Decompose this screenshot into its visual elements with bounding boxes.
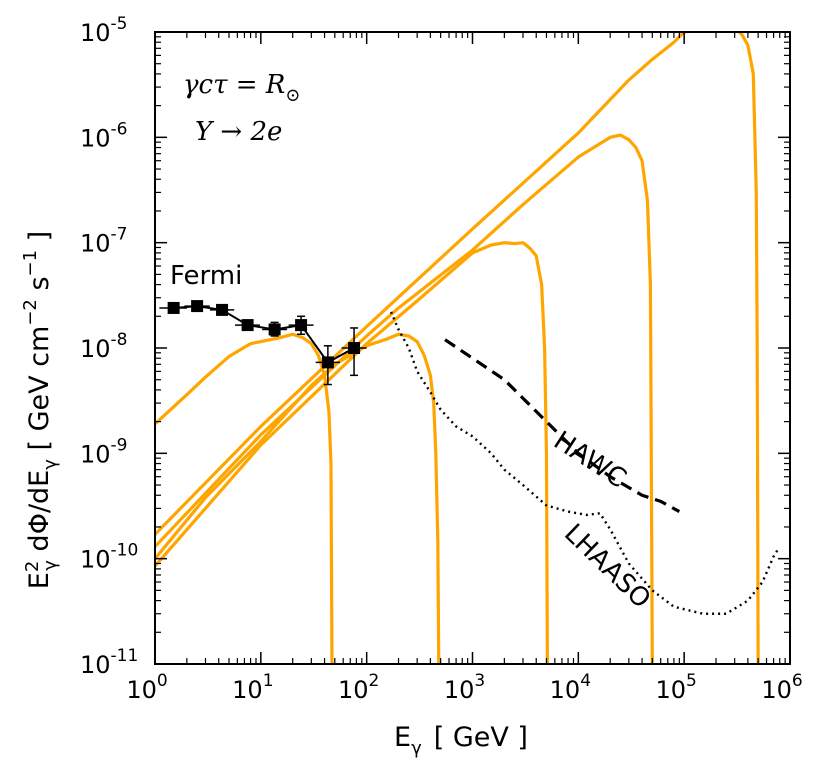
fermi-data-layer	[159, 300, 367, 386]
fermi-point-6	[321, 356, 334, 369]
model-cutoff-5TeV-curve	[155, 241, 549, 664]
y-tick-label-6: 10-5	[80, 14, 128, 47]
model-cutoff-500GeV-curve	[155, 332, 441, 664]
model-cutoff-50GeV-curve	[155, 332, 334, 664]
y-tick-label-5: 10-6	[80, 119, 128, 152]
x-axis-label: Eγ[ GeV ]	[394, 722, 528, 759]
y-tick-label-1: 10-10	[80, 541, 138, 574]
x-tick-label-1: 101	[232, 671, 273, 704]
y-tick-label-0: 10-11	[80, 646, 138, 679]
plot-frame	[154, 31, 791, 665]
y-tick-label-3: 10-8	[80, 330, 128, 363]
x-tick-label-6: 106	[761, 671, 802, 704]
fermi-point-4	[268, 323, 281, 336]
fermi-point-2	[216, 303, 229, 316]
tick-label-layer: 100 101 102 103 104 105 106 10-11 10-10 10-9 10-8 1…	[80, 14, 803, 704]
fermi-point-0	[167, 301, 180, 314]
fermi-point-5	[295, 319, 308, 332]
x-tick-label-2: 102	[338, 671, 379, 704]
x-tick-label-0: 100	[126, 671, 167, 704]
x-tick-label-5: 105	[655, 671, 696, 704]
model-cutoff-50TeV-curve	[155, 133, 654, 664]
y-tick-label-2: 10-9	[80, 435, 128, 468]
model-cutoff-500TeV-curve	[155, 32, 760, 664]
formula-decay-channel: Y → 2e	[195, 117, 282, 147]
fermi-point-3	[241, 319, 254, 332]
series-layer	[155, 32, 780, 664]
HAWC-sensitivity-curve	[444, 338, 681, 513]
fermi-label: Fermi	[170, 261, 242, 291]
y-tick-label-4: 10-7	[80, 225, 128, 258]
fermi-point-7	[348, 342, 361, 354]
x-tick-label-4: 104	[550, 671, 591, 704]
x-tick-label-3: 103	[444, 671, 485, 704]
fermi-point-1	[191, 300, 204, 313]
y-axis-label: E2γ dΦ/dEγ [ GeV cm−2 s−1 ]	[20, 231, 61, 589]
formula-decay-length: γcτ = R⊙	[183, 70, 300, 106]
